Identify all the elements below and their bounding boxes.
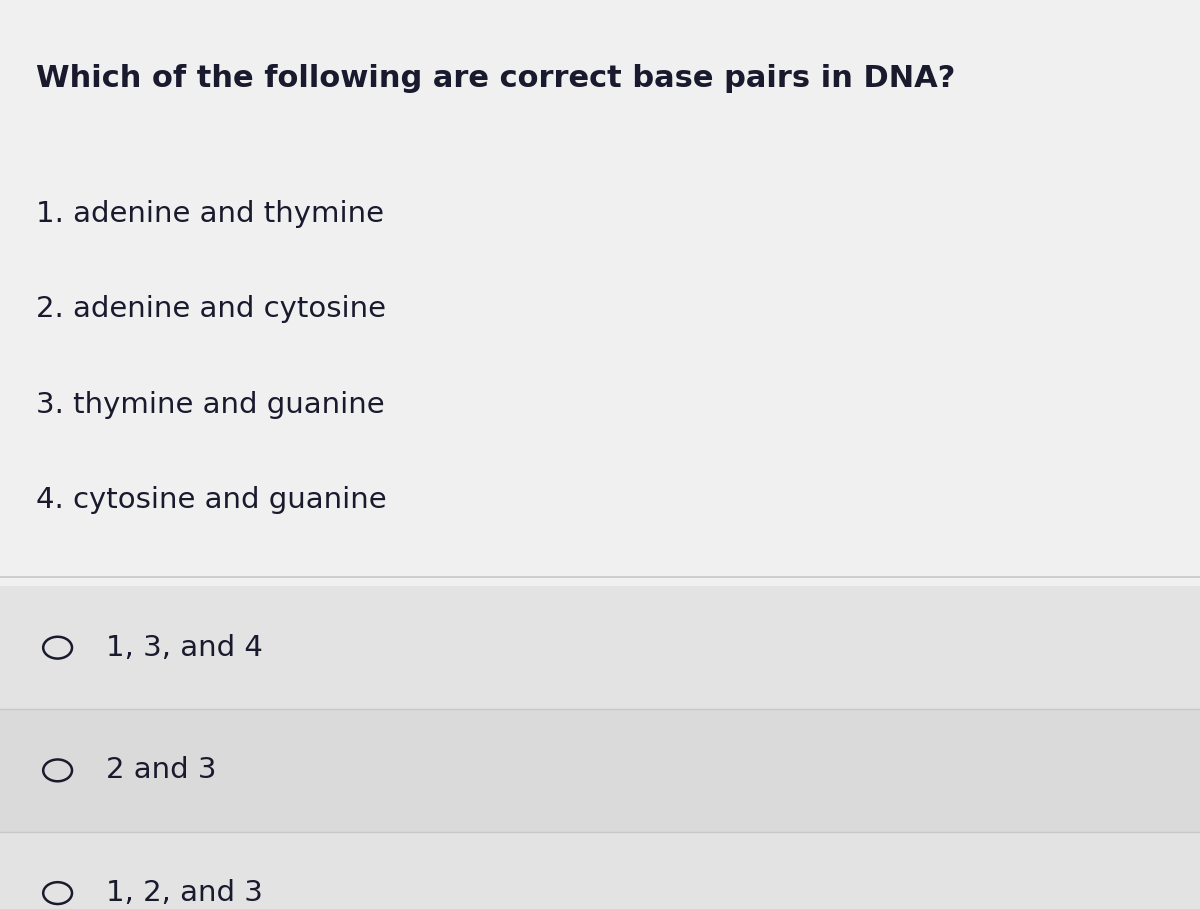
Text: 1. adenine and thymine: 1. adenine and thymine xyxy=(36,200,384,228)
FancyBboxPatch shape xyxy=(0,586,1200,709)
Text: 1, 3, and 4: 1, 3, and 4 xyxy=(106,634,263,662)
Text: 3. thymine and guanine: 3. thymine and guanine xyxy=(36,391,385,419)
Text: 2 and 3: 2 and 3 xyxy=(106,756,216,784)
FancyBboxPatch shape xyxy=(0,832,1200,909)
Text: 4. cytosine and guanine: 4. cytosine and guanine xyxy=(36,486,386,514)
Text: 2. adenine and cytosine: 2. adenine and cytosine xyxy=(36,295,386,324)
FancyBboxPatch shape xyxy=(0,709,1200,832)
Text: 1, 2, and 3: 1, 2, and 3 xyxy=(106,879,263,907)
Text: Which of the following are correct base pairs in DNA?: Which of the following are correct base … xyxy=(36,64,955,93)
